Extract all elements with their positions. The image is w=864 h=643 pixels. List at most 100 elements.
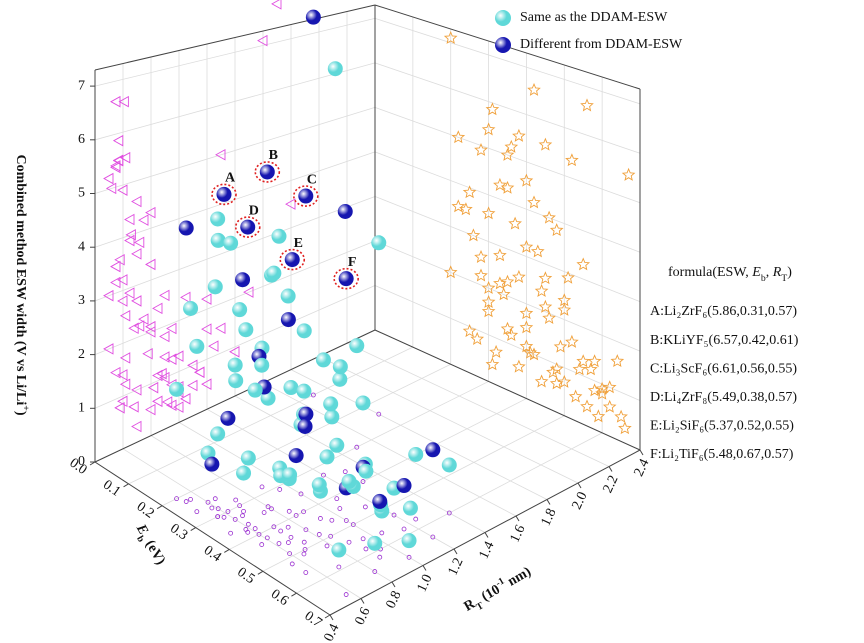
- left-wall-projection: [112, 155, 124, 167]
- x-tick-label: 0.3: [167, 521, 190, 543]
- z-axis-label-part: +: [20, 405, 31, 411]
- floor-projection: [209, 505, 215, 511]
- tick-mark: [391, 581, 396, 588]
- z-tick-label: 0: [78, 454, 85, 469]
- left-wall-projection: [110, 276, 121, 289]
- sphere: [247, 382, 263, 398]
- floor-projection: [232, 516, 238, 522]
- sphere: [367, 535, 383, 551]
- floor-projection: [310, 392, 316, 398]
- floor-projection: [205, 499, 211, 505]
- y-tick-label: 1.4: [477, 539, 498, 561]
- right-wall-projection: [519, 306, 534, 320]
- floor-projection: [446, 510, 452, 516]
- formula-row: C:Li₃ScF₆(6.61,0.56,0.55): [650, 361, 797, 376]
- right-wall-projection: [568, 389, 583, 403]
- floor-projection: [293, 513, 299, 518]
- left-wall-projection: [103, 343, 114, 355]
- legend-label: Same as the DDAM-ESW: [520, 10, 668, 25]
- tick-mark: [291, 592, 297, 597]
- right-wall-projection: [542, 310, 556, 324]
- tick-mark: [190, 527, 196, 532]
- y-axis-label: RT (10-1 nm): [460, 561, 536, 618]
- left-wall-projection: [159, 289, 170, 302]
- sphere: [332, 359, 348, 375]
- grid-line: [318, 356, 579, 484]
- left-wall-projection: [173, 401, 184, 413]
- floor-projection: [276, 541, 282, 546]
- left-wall-projection: [124, 234, 135, 247]
- x-tick-label: 0.1: [100, 477, 123, 499]
- left-wall-projection: [243, 286, 254, 298]
- right-wall-projection: [618, 421, 632, 435]
- right-wall-projection: [451, 130, 466, 144]
- formula-row: B:KLiYF₅(6.57,0.42,0.61): [650, 333, 799, 348]
- left-wall-projection: [173, 350, 184, 362]
- right-wall-projection: [485, 102, 500, 116]
- box-edge: [94, 4, 376, 71]
- floor-projection: [430, 534, 436, 540]
- floor-projection: [301, 551, 307, 557]
- z-axis-label: Combined method ESW width (V vs Li/Li+): [13, 154, 31, 415]
- floor-projection: [391, 512, 397, 518]
- left-wall-projection: [145, 320, 156, 333]
- sphere: [401, 533, 417, 549]
- z-tick-label: 6: [78, 132, 85, 147]
- labels: Combined method ESW width (V vs Li/Li+) E…: [13, 10, 799, 618]
- x-tick-label: 0.0: [67, 456, 90, 478]
- point-label: D: [249, 203, 259, 218]
- right-wall-projection: [462, 185, 477, 199]
- sphere: [210, 426, 226, 442]
- formula-table-title-part: b: [761, 273, 766, 284]
- floor-projection: [362, 504, 368, 510]
- right-wall-projection: [523, 345, 538, 359]
- z-tick-label: 3: [78, 293, 85, 308]
- sphere: [210, 232, 226, 248]
- left-wall-projection: [159, 351, 170, 363]
- sphere: [271, 228, 287, 244]
- left-wall-projection: [187, 379, 198, 392]
- sphere: [259, 164, 275, 180]
- point-label: A: [225, 171, 236, 186]
- floor-projection: [413, 516, 419, 522]
- sphere: [236, 465, 252, 481]
- left-wall-projection: [110, 95, 121, 108]
- legend-marker: [495, 10, 511, 26]
- grid-line: [374, 285, 641, 401]
- left-wall-projection: [152, 302, 163, 315]
- right-wall-projection: [576, 257, 591, 271]
- right-wall-projection: [549, 376, 564, 390]
- sphere: [349, 338, 365, 354]
- floor-projection: [221, 514, 227, 520]
- right-wall-projection: [481, 295, 496, 308]
- grid-line: [346, 342, 610, 467]
- tick-mark: [639, 449, 644, 456]
- sphere: [425, 442, 441, 458]
- left-wall-projection: [131, 384, 142, 396]
- tick-mark: [453, 548, 458, 555]
- grid-line: [374, 62, 641, 154]
- legend-marker: [495, 37, 511, 53]
- y-tick-label: 0.6: [353, 605, 374, 627]
- left-wall-projection: [201, 293, 212, 305]
- grid-line: [374, 240, 641, 352]
- left-wall-projection: [103, 289, 114, 302]
- x-axis-label-part: b: [134, 534, 147, 545]
- left-wall-projection: [133, 236, 145, 249]
- floor-projection: [259, 542, 265, 547]
- sphere: [240, 219, 256, 235]
- right-wall-projection: [512, 128, 526, 142]
- tick-mark: [329, 614, 334, 621]
- z-axis-label-part: Combined method ESW width (V vs Li/Li: [13, 154, 28, 405]
- floor-projection: [337, 506, 343, 511]
- z-tick-label: 7: [78, 78, 85, 93]
- sphere: [204, 456, 220, 472]
- sphere: [178, 220, 194, 236]
- sphere: [319, 449, 335, 465]
- z-tick-label: 1: [78, 401, 85, 416]
- formula-table-title-part: E: [751, 265, 761, 280]
- formula-row: D:Li₄ZrF₈(5.49,0.38,0.57): [650, 390, 797, 405]
- right-wall-projection: [504, 328, 519, 342]
- left-wall-projection: [166, 353, 177, 365]
- formula-table-title: formula(ESW, Eb, RT): [668, 265, 792, 284]
